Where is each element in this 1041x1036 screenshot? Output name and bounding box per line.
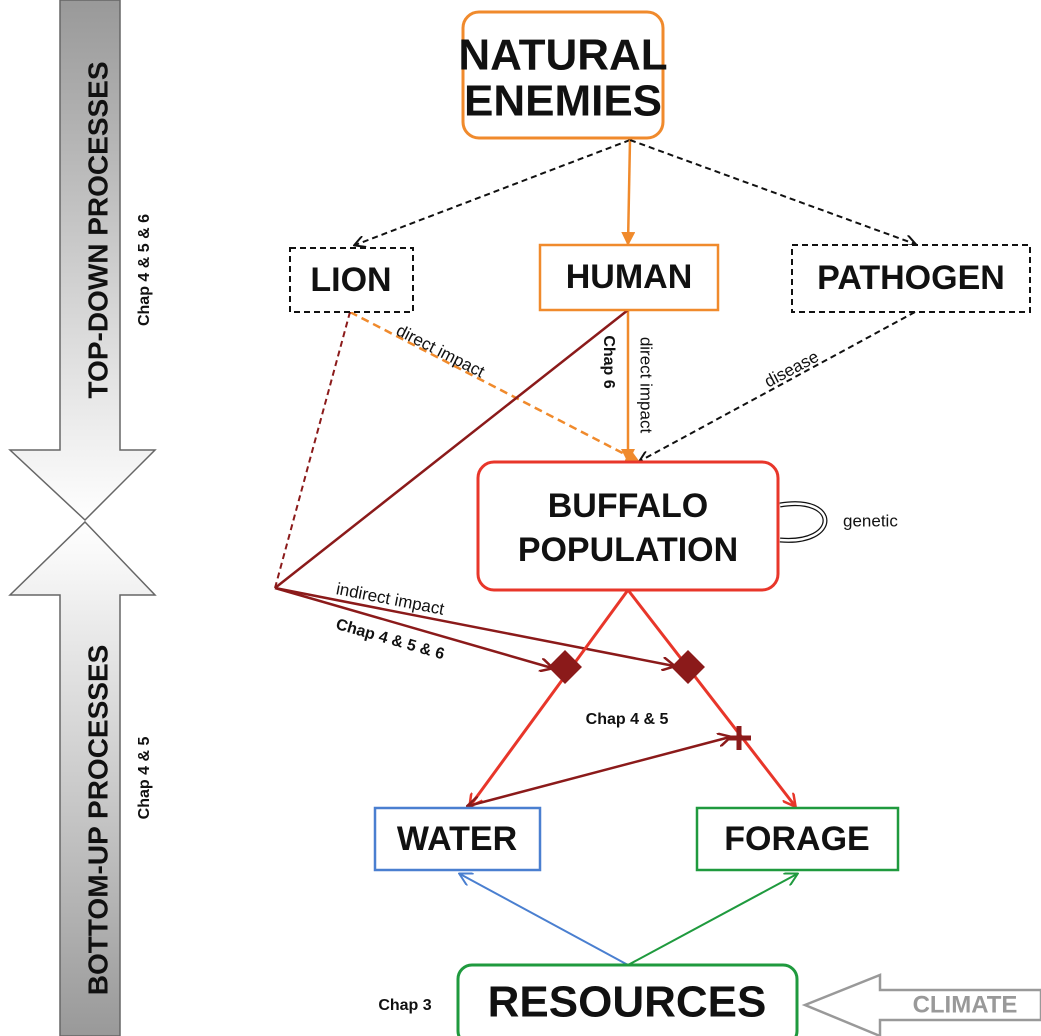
node-box [289, 247, 414, 313]
node-box [538, 243, 720, 312]
edge-label: disease [761, 347, 822, 391]
edge [355, 139, 631, 245]
edge [460, 874, 629, 966]
edge-label: indirect impact [335, 579, 446, 619]
edge-label: Chap 4 & 5 & 6 [334, 616, 446, 663]
bottom-up-arrow [8, 520, 157, 1036]
edge [274, 311, 351, 589]
node-label: POPULATION [518, 531, 738, 569]
node-label: FORAGE [724, 820, 869, 858]
node-label: LION [310, 261, 391, 299]
node-box [476, 460, 780, 592]
diamond [548, 650, 582, 684]
node-box [461, 10, 665, 140]
edge-label: genetic [843, 511, 898, 530]
edge [470, 589, 630, 806]
edge [274, 586, 674, 666]
top-down-arrow [8, 0, 157, 522]
top-down-label: TOP-DOWN PROCESSES [82, 61, 113, 398]
edge [274, 586, 552, 668]
edge [626, 589, 795, 806]
edge [468, 737, 730, 806]
edge [627, 874, 797, 966]
edge [621, 139, 636, 246]
node-box [695, 806, 900, 872]
edge-label: Chap 3 [378, 997, 431, 1014]
node-label: WATER [397, 820, 517, 858]
genetic-loop-inner [779, 502, 827, 542]
top-down-chapters: Chap 4 & 5 & 6 [136, 214, 153, 326]
edge [640, 311, 916, 461]
edge-label: Chap 4 & 5 [586, 711, 669, 728]
node-label: ENEMIES [464, 77, 662, 126]
edge-label: direct impact [637, 337, 656, 434]
node-label: RESOURCES [488, 978, 767, 1027]
edge-label: Chap 6 [600, 335, 617, 388]
bottom-up-label: BOTTOM-UP PROCESSES [82, 645, 113, 996]
edge [629, 139, 915, 244]
edge-label: direct impact [393, 321, 488, 382]
node-box [456, 963, 799, 1036]
bottom-up-chapters: Chap 4 & 5 [136, 737, 153, 820]
climate-arrow [801, 973, 1041, 1036]
node-label: BUFFALO [548, 487, 709, 525]
node-box [373, 806, 542, 872]
node-label: PATHOGEN [817, 259, 1005, 297]
node-label: NATURAL [458, 31, 667, 80]
plus [727, 726, 751, 750]
diamond [671, 650, 705, 684]
node-label: CLIMATE [913, 991, 1018, 1018]
edge [349, 310, 640, 463]
edge [274, 309, 629, 589]
node-box [791, 244, 1031, 313]
node-label: HUMAN [566, 258, 693, 296]
